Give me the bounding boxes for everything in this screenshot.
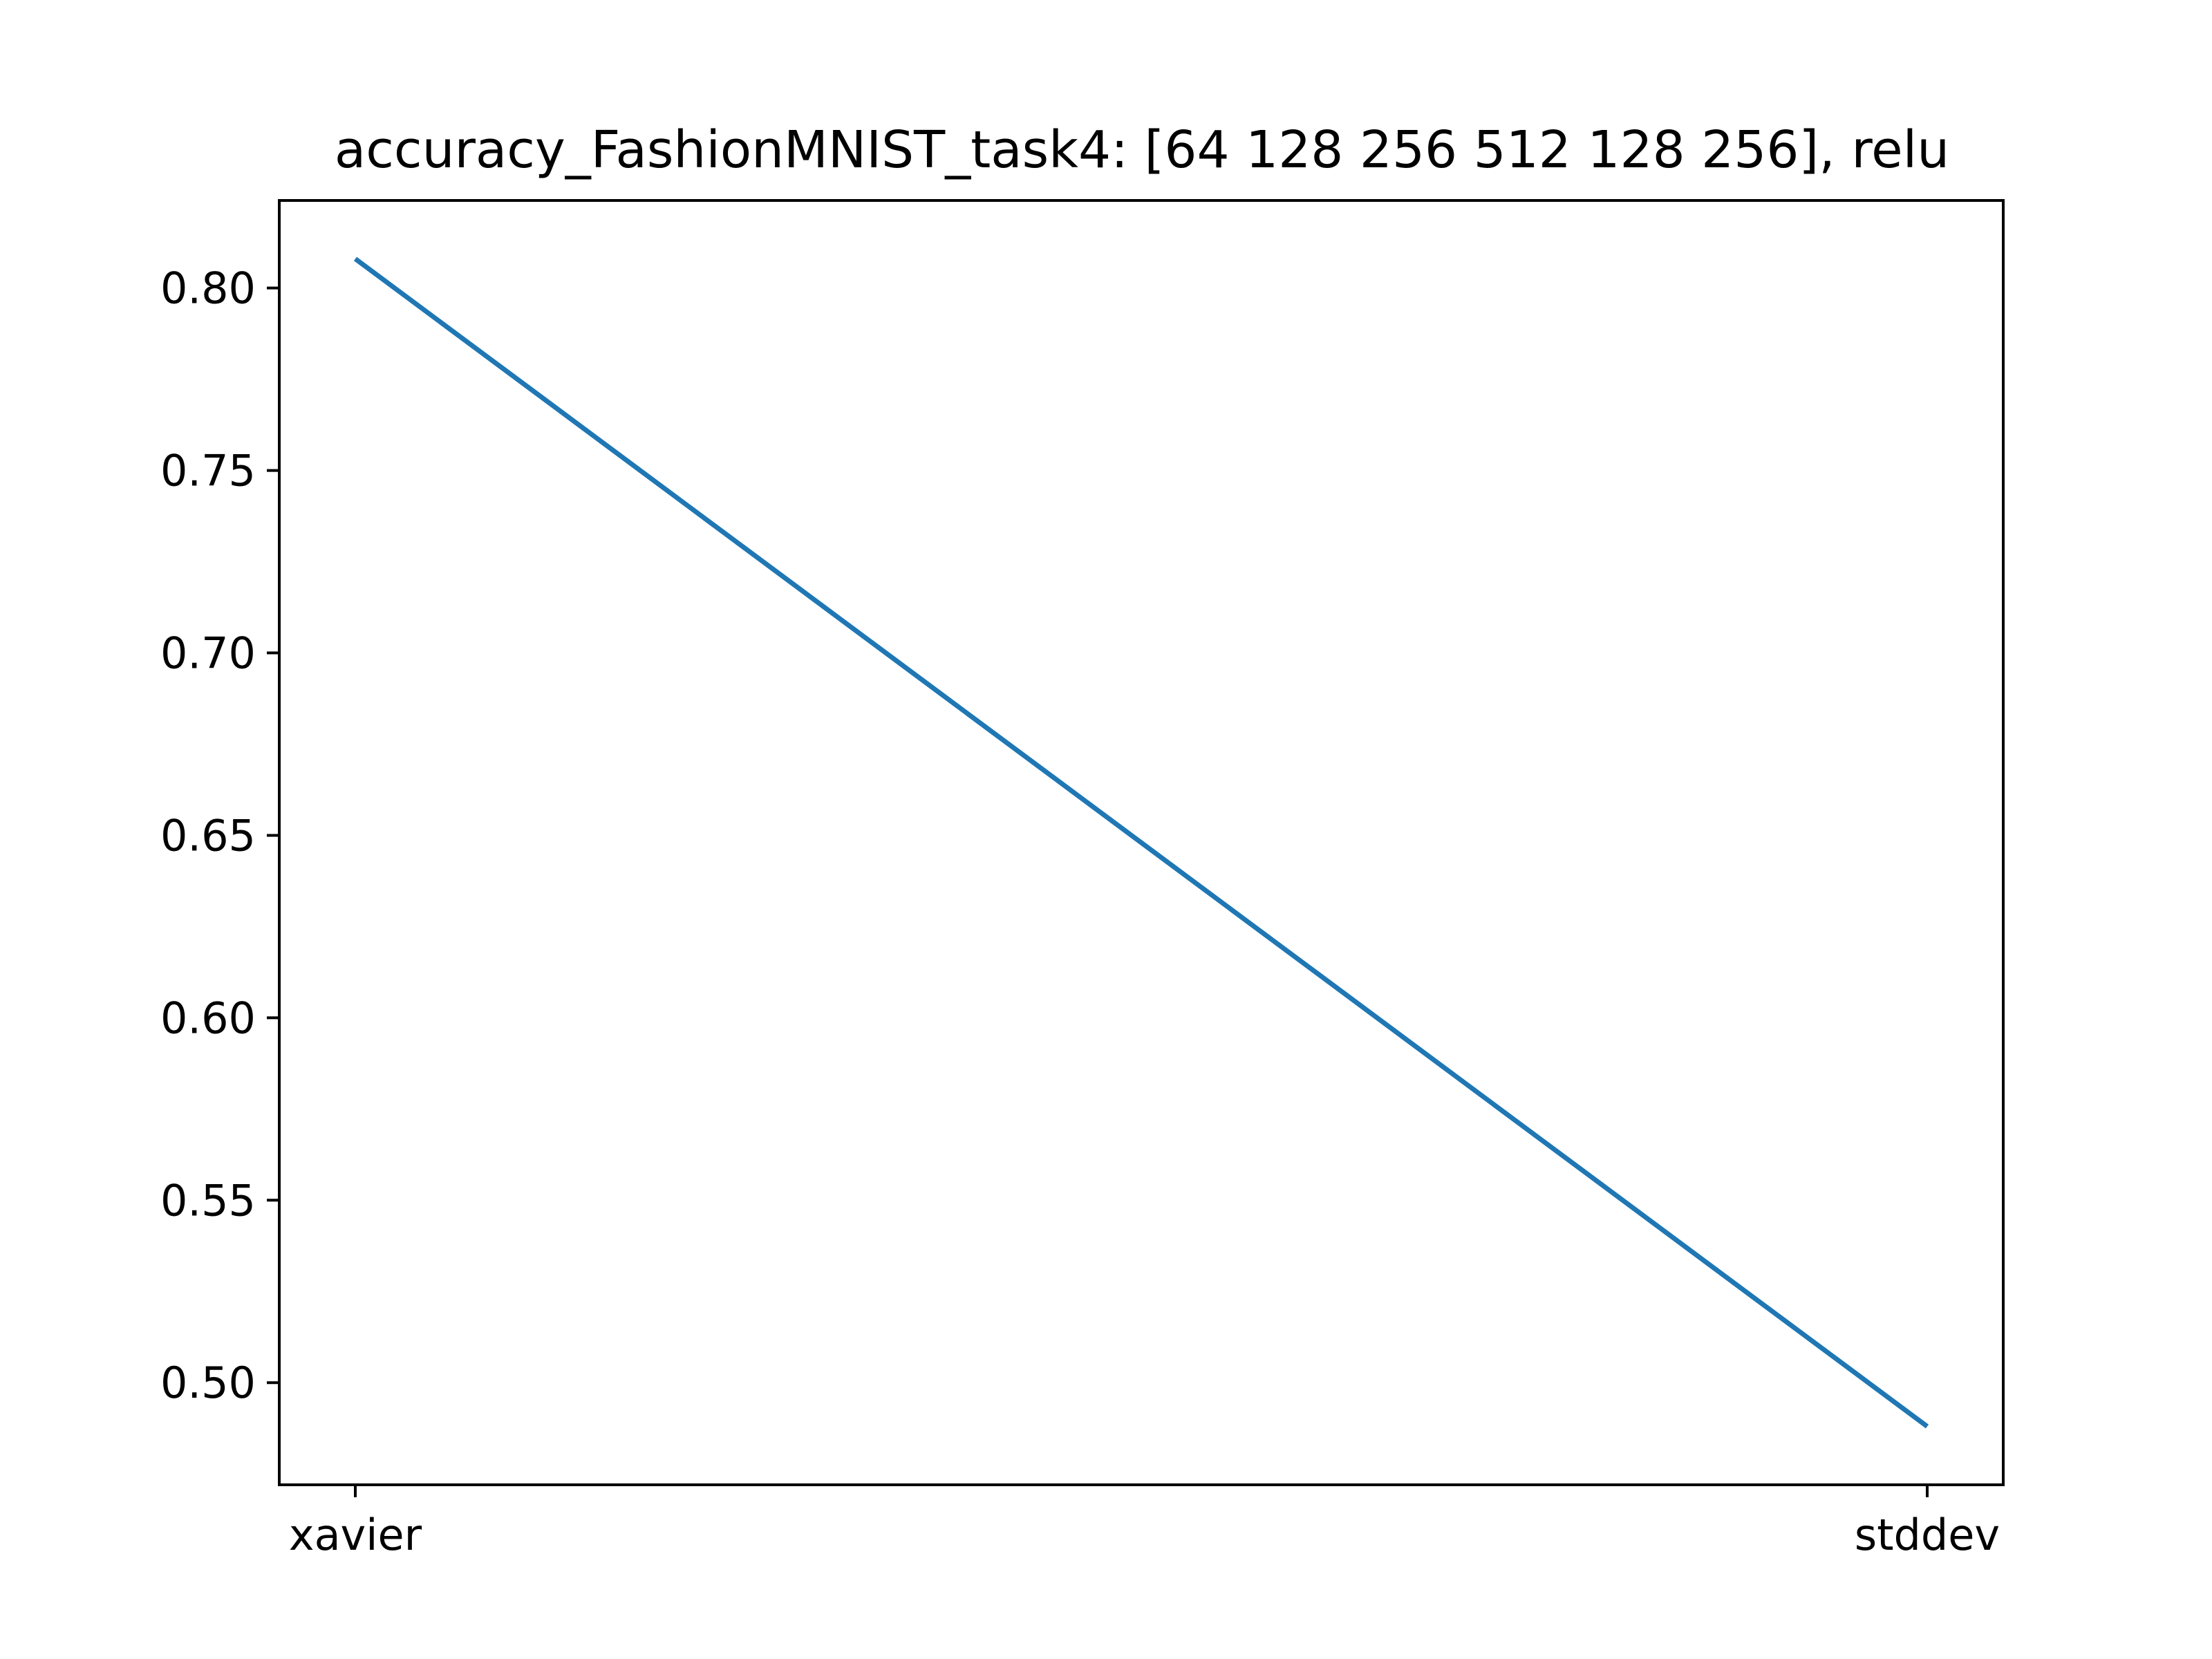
x-tick-label: stddev <box>1855 1510 2000 1560</box>
y-tick-label: 0.60 <box>160 993 256 1043</box>
y-tick-label: 0.75 <box>160 446 256 496</box>
plot-frame <box>278 199 2005 1486</box>
series-line <box>353 256 1929 1429</box>
y-axis: 0.50 0.55 0.60 0.65 0.70 0.75 0.80 <box>160 263 279 1408</box>
y-tick-label: 0.80 <box>160 263 256 314</box>
chart-title: accuracy_FashionMNIST_task4: [64 128 256… <box>335 120 1949 180</box>
y-tick-label: 0.55 <box>160 1175 256 1226</box>
y-tick-label: 0.50 <box>160 1358 256 1408</box>
y-tick-label: 0.70 <box>160 628 256 679</box>
x-tick-label: xavier <box>289 1510 422 1560</box>
x-axis: xavier stddev <box>289 1485 2000 1560</box>
y-tick-label: 0.65 <box>160 810 256 861</box>
series-layer <box>353 256 1929 1429</box>
